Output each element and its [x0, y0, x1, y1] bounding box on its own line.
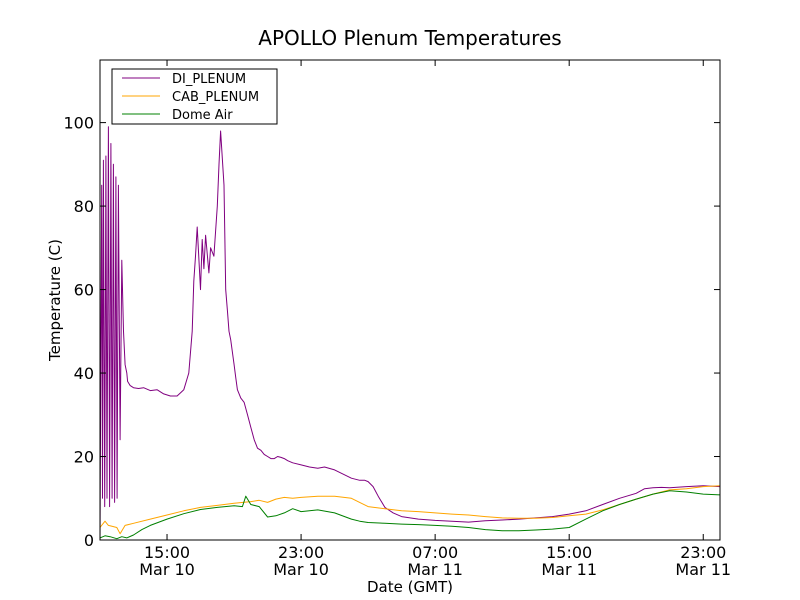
- chart-title: APOLLO Plenum Temperatures: [258, 26, 561, 50]
- y-tick-label: 60: [74, 281, 94, 300]
- x-tick-label-date: Mar 10: [273, 560, 329, 579]
- x-tick-label-time: 07:00: [412, 543, 458, 562]
- y-tick-label: 0: [84, 531, 94, 550]
- legend: DI_PLENUM CAB_PLENUM Dome Air: [111, 68, 278, 125]
- y-tick-label: 20: [74, 448, 94, 467]
- legend-label-dome-air: Dome Air: [172, 108, 233, 123]
- x-tick-label-date: Mar 11: [407, 560, 463, 579]
- x-tick-label-date: Mar 11: [541, 560, 597, 579]
- series-line-cab-plenum: [99, 485, 721, 535]
- axes-frame: [99, 59, 721, 541]
- series-line-di-plenum: [99, 126, 721, 541]
- series-line-dome-air: [99, 490, 721, 540]
- x-tick-label-time: 23:00: [680, 543, 726, 562]
- legend-label-di-plenum: DI_PLENUM: [172, 72, 246, 87]
- x-tick-label-date: Mar 10: [139, 560, 195, 579]
- y-tick-label: 100: [63, 114, 94, 133]
- y-axis-title: Temperature (C): [46, 239, 64, 362]
- x-axis-title: Date (GMT): [367, 578, 453, 596]
- y-tick-label: 80: [74, 197, 94, 216]
- legend-label-cab-plenum: CAB_PLENUM: [172, 90, 259, 105]
- x-tick-label-time: 15:00: [546, 543, 592, 562]
- x-tick-label-time: 15:00: [144, 543, 190, 562]
- x-tick-label-date: Mar 11: [675, 560, 731, 579]
- x-tick-label-time: 23:00: [278, 543, 324, 562]
- y-tick-label: 40: [74, 364, 94, 383]
